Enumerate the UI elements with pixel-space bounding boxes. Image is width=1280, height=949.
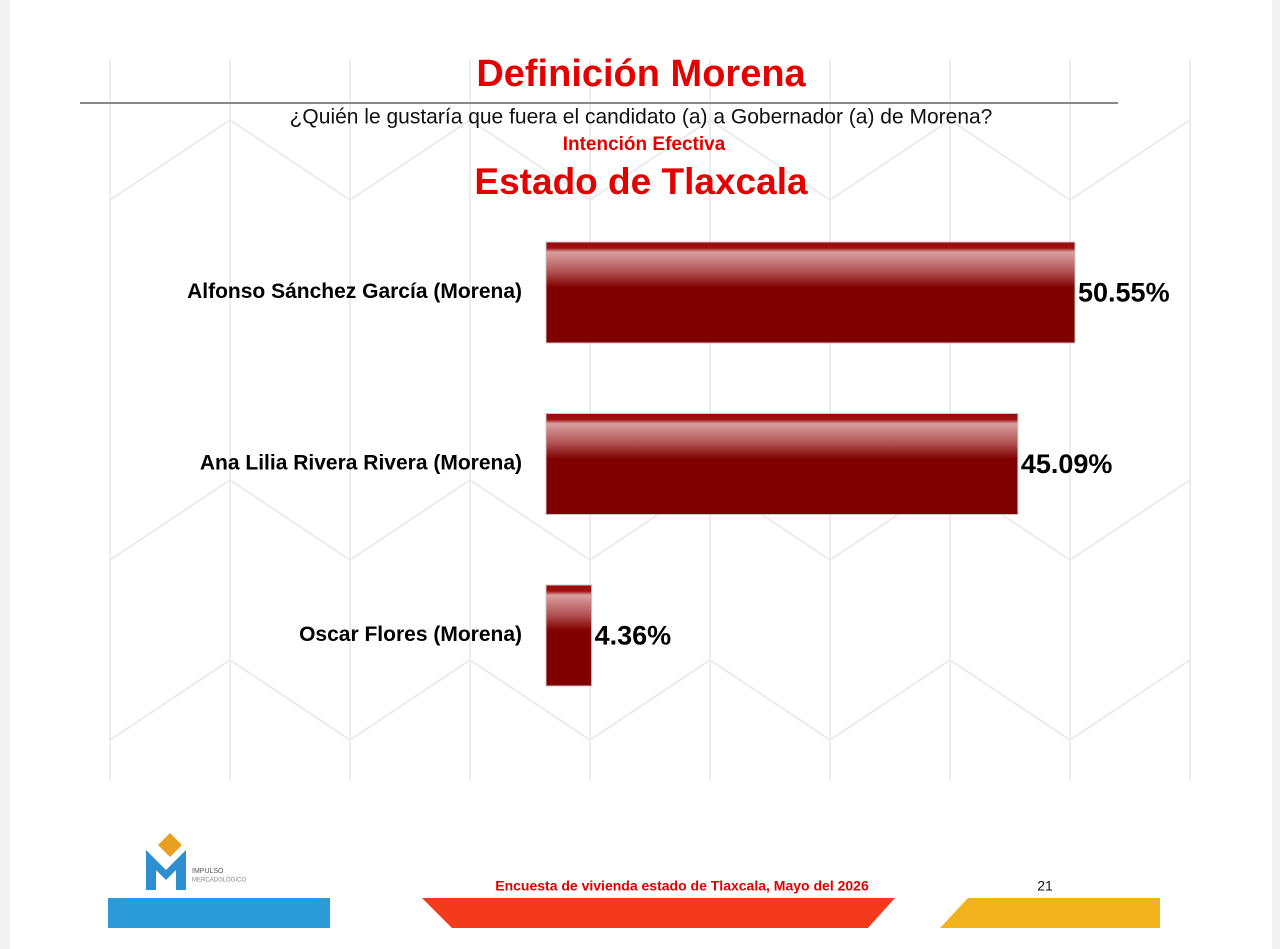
subtitle: ¿Quién le gustaría que fuera el candidat… <box>290 106 993 129</box>
bar <box>545 241 1076 344</box>
category-label: Alfonso Sánchez García (Morena) <box>187 280 522 303</box>
logo-mark <box>146 850 186 890</box>
bar <box>545 584 593 687</box>
subtitle: Estado de Tlaxcala <box>474 161 808 202</box>
logo-mark <box>158 833 182 857</box>
footer-text: Encuesta de vivienda estado de Tlaxcala,… <box>495 878 869 894</box>
value-label: 45.09% <box>1021 449 1113 479</box>
footer-band <box>940 898 1160 928</box>
chart-title: Definición Morena <box>476 53 806 95</box>
value-label: 50.55% <box>1078 278 1170 308</box>
value-label: 4.36% <box>595 621 672 651</box>
footer-band <box>422 898 895 928</box>
subtitle: Intención Efectiva <box>563 134 726 155</box>
logo-text: IMPULSO <box>192 868 224 875</box>
logo: IMPULSO MERCADOLÓGICO <box>146 833 246 890</box>
category-label: Oscar Flores (Morena) <box>299 623 522 646</box>
page-number: 21 <box>1037 878 1053 894</box>
bars: Alfonso Sánchez García (Morena) 50.55% Ana… <box>187 241 1170 687</box>
category-label: Ana Lilia Rivera Rivera (Morena) <box>200 452 522 475</box>
footer-band <box>108 898 330 928</box>
bar <box>545 413 1019 515</box>
logo-text: MERCADOLÓGICO <box>192 877 246 884</box>
